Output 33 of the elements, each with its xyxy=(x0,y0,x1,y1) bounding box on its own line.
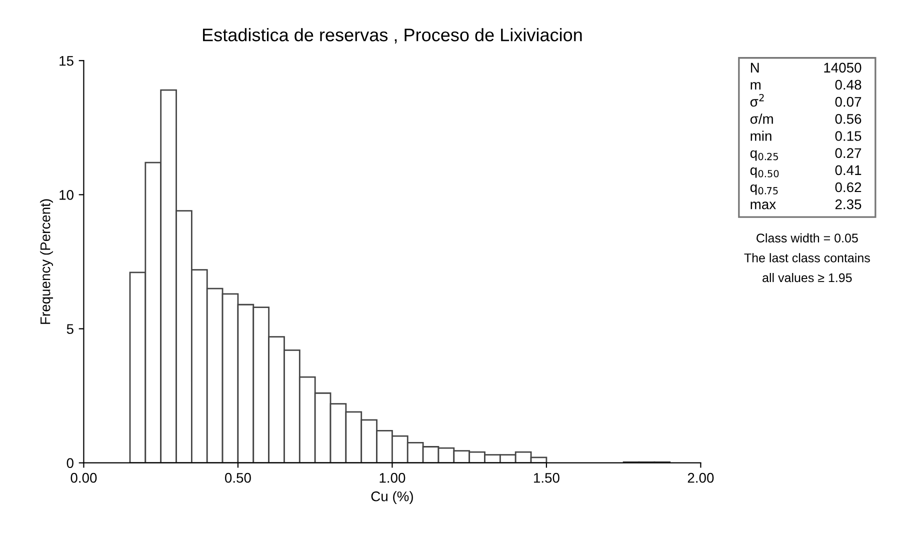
text: max xyxy=(750,202,776,210)
x-axis-title: Cu (%) xyxy=(371,491,413,504)
text: The last class contains xyxy=(744,253,870,262)
text: 0.27 xyxy=(835,148,862,158)
x-tick-label: 2.00 xyxy=(688,472,714,483)
text: q$_{0.75}$ xyxy=(750,184,778,195)
y-axis-title: Frequency (Percent) xyxy=(40,199,53,324)
text: all values ≥ 1.95 xyxy=(762,272,852,282)
text: q$_{0.25}$ xyxy=(750,150,778,161)
text: 2.35 xyxy=(835,199,862,210)
text: min xyxy=(750,130,772,141)
x-tick-label: 0.50 xyxy=(224,472,251,483)
y-tick-label: 0 xyxy=(66,458,74,468)
x-tick-label: 1.50 xyxy=(534,472,560,483)
text: 0.15 xyxy=(835,131,862,141)
text: q$_{0.50}$ xyxy=(750,167,779,178)
text: 0.62 xyxy=(835,182,862,192)
text: Class width = 0.05 xyxy=(756,233,858,242)
text: N xyxy=(750,62,759,72)
y-tick-label: 5 xyxy=(66,324,74,334)
text: 0.07 xyxy=(835,96,862,107)
text: 14050 xyxy=(824,62,862,73)
chart-title: Estadistica de reservas , Proceso de Lixiviacion xyxy=(203,28,582,44)
text: m xyxy=(750,82,760,90)
y-tick-label: 15 xyxy=(60,56,74,66)
text: 0.41 xyxy=(835,165,862,176)
text: 0.56 xyxy=(835,114,862,124)
y-tick-label: 10 xyxy=(60,190,74,200)
text: σ$^{2}$ xyxy=(750,94,764,107)
x-tick-label: 0.00 xyxy=(70,472,97,483)
x-tick-label: 1.00 xyxy=(380,472,406,483)
text: σ/m xyxy=(750,114,773,124)
text: 0.48 xyxy=(835,80,862,90)
